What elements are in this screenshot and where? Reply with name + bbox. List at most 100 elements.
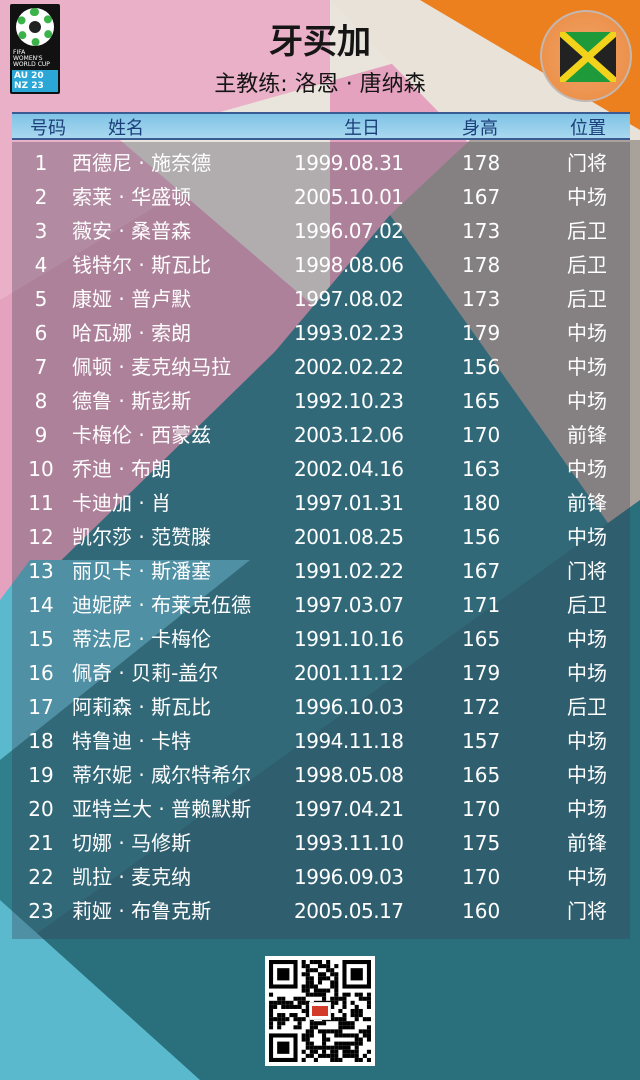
table-row: 10 乔迪 · 布朗 2002.04.16 163 中场 — [12, 452, 630, 486]
table-row: 13 丽贝卡 · 斯潘塞 1991.02.22 167 门将 — [12, 554, 630, 588]
player-position: 中场 — [567, 185, 607, 209]
player-name: 哈瓦娜 · 索朗 — [72, 321, 192, 345]
player-number: 2 — [34, 185, 48, 209]
player-height: 170 — [462, 423, 501, 447]
player-number: 15 — [28, 627, 54, 651]
player-birthday: 1992.10.23 — [294, 389, 404, 413]
player-name: 索莱 · 华盛顿 — [72, 185, 192, 209]
player-position: 门将 — [567, 899, 607, 923]
player-birthday: 2005.10.01 — [294, 185, 404, 209]
table-row: 19 蒂尔妮 · 威尔特希尔 1998.05.08 165 中场 — [12, 758, 630, 792]
logo-text: WOMEN'S — [13, 55, 43, 62]
player-position: 门将 — [567, 151, 607, 175]
player-height: 163 — [462, 457, 501, 481]
player-height: 157 — [462, 729, 501, 753]
player-name: 阿莉森 · 斯瓦比 — [72, 695, 212, 719]
player-position: 后卫 — [567, 253, 607, 277]
table-row: 18 特鲁迪 · 卡特 1994.11.18 157 中场 — [12, 724, 630, 758]
player-position: 中场 — [567, 525, 607, 549]
player-height: 173 — [462, 287, 501, 311]
player-number: 3 — [34, 219, 48, 243]
column-position: 位置 — [570, 118, 606, 139]
table-row: 5 康娅 · 普卢默 1997.08.02 173 后卫 — [12, 282, 630, 316]
player-number: 6 — [34, 321, 48, 345]
column-number: 号码 — [30, 118, 66, 139]
table-row: 3 薇安 · 桑普森 1996.07.02 173 后卫 — [12, 214, 630, 248]
player-height: 180 — [462, 491, 501, 515]
player-position: 中场 — [567, 457, 607, 481]
player-position: 中场 — [567, 865, 607, 889]
player-number: 12 — [28, 525, 54, 549]
player-number: 21 — [28, 831, 54, 855]
table-row: 2 索莱 · 华盛顿 2005.10.01 167 中场 — [12, 180, 630, 214]
player-name: 西德尼 · 施奈德 — [72, 151, 212, 175]
player-height: 178 — [462, 253, 501, 277]
player-height: 170 — [462, 865, 501, 889]
player-height: 156 — [462, 525, 501, 549]
page-title: 牙买加 — [269, 22, 371, 62]
player-birthday: 1996.09.03 — [294, 865, 404, 889]
logo-text: NZ 23 — [14, 81, 44, 91]
column-name: 姓名 — [108, 118, 144, 139]
table-row: 1 西德尼 · 施奈德 1999.08.31 178 门将 — [12, 146, 630, 180]
player-height: 167 — [462, 185, 501, 209]
player-number: 11 — [28, 491, 54, 515]
player-position: 后卫 — [567, 219, 607, 243]
player-position: 中场 — [567, 389, 607, 413]
player-number: 9 — [34, 423, 48, 447]
player-birthday: 2002.02.22 — [294, 355, 404, 379]
player-birthday: 1993.11.10 — [294, 831, 404, 855]
player-height: 165 — [462, 389, 501, 413]
player-name: 切娜 · 马修斯 — [72, 831, 192, 855]
logo-text: WORLD CUP — [13, 61, 50, 68]
player-position: 后卫 — [567, 287, 607, 311]
player-height: 165 — [462, 627, 501, 651]
player-number: 7 — [34, 355, 48, 379]
player-number: 8 — [34, 389, 48, 413]
player-height: 178 — [462, 151, 501, 175]
player-number: 22 — [28, 865, 54, 889]
player-birthday: 1993.02.23 — [294, 321, 404, 345]
player-birthday: 1994.11.18 — [294, 729, 404, 753]
player-birthday: 1997.01.31 — [294, 491, 404, 515]
player-height: 167 — [462, 559, 501, 583]
player-name: 蒂法尼 · 卡梅伦 — [72, 627, 212, 651]
player-number: 23 — [28, 899, 54, 923]
roster-table — [12, 142, 630, 939]
fifa-womens-world-cup-logo: FIFA WOMEN'S WORLD CUP AU 20 NZ 23 — [10, 4, 60, 94]
column-height: 身高 — [462, 118, 498, 139]
player-name: 莉娅 · 布鲁克斯 — [72, 899, 212, 923]
table-row: 21 切娜 · 马修斯 1993.11.10 175 前锋 — [12, 826, 630, 860]
table-row: 6 哈瓦娜 · 索朗 1993.02.23 179 中场 — [12, 316, 630, 350]
player-height: 171 — [462, 593, 501, 617]
table-row: 12 凯尔莎 · 范赞滕 2001.08.25 156 中场 — [12, 520, 630, 554]
player-birthday: 2002.04.16 — [294, 457, 404, 481]
player-position: 后卫 — [567, 593, 607, 617]
player-birthday: 1996.10.03 — [294, 695, 404, 719]
player-position: 门将 — [567, 559, 607, 583]
player-height: 173 — [462, 219, 501, 243]
player-name: 丽贝卡 · 斯潘塞 — [72, 559, 212, 583]
table-row: 15 蒂法尼 · 卡梅伦 1991.10.16 165 中场 — [12, 622, 630, 656]
player-name: 迪妮萨 · 布莱克伍德 — [72, 593, 252, 617]
player-position: 中场 — [567, 627, 607, 651]
player-height: 165 — [462, 763, 501, 787]
player-name: 特鲁迪 · 卡特 — [72, 729, 192, 753]
player-name: 康娅 · 普卢默 — [72, 287, 192, 311]
table-row: 7 佩顿 · 麦克纳马拉 2002.02.22 156 中场 — [12, 350, 630, 384]
player-name: 钱特尔 · 斯瓦比 — [72, 253, 212, 277]
player-birthday: 2005.05.17 — [294, 899, 404, 923]
player-position: 前锋 — [567, 423, 607, 447]
qr-code[interactable] — [265, 956, 375, 1066]
coach-name: 主教练: 洛恩 · 唐纳森 — [214, 72, 426, 97]
player-name: 凯拉 · 麦克纳 — [72, 865, 192, 889]
player-birthday: 1991.10.16 — [294, 627, 404, 651]
player-name: 卡迪加 · 肖 — [72, 491, 172, 515]
table-row: 23 莉娅 · 布鲁克斯 2005.05.17 160 门将 — [12, 894, 630, 928]
player-height: 179 — [462, 321, 501, 345]
player-height: 179 — [462, 661, 501, 685]
player-position: 中场 — [567, 763, 607, 787]
table-row: 20 亚特兰大 · 普赖默斯 1997.04.21 170 中场 — [12, 792, 630, 826]
table-header: 号码 姓名 生日 身高 位置 — [12, 112, 630, 140]
player-name: 佩顿 · 麦克纳马拉 — [72, 355, 232, 379]
